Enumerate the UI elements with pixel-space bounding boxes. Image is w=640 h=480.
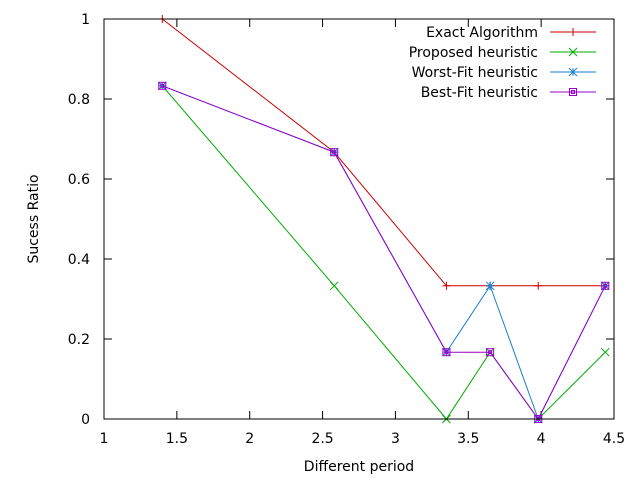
series-1 bbox=[158, 15, 610, 290]
series-3 bbox=[157, 81, 610, 424]
y-tick-label: 0.2 bbox=[68, 332, 90, 348]
legend: Exact Algorithm Proposed heuristic Worst-F… bbox=[409, 25, 596, 101]
legend-label: Best-Fit heuristic bbox=[421, 85, 538, 101]
legend-item: Worst-Fit heuristic bbox=[412, 65, 596, 81]
legend-marker bbox=[569, 88, 577, 96]
x-tick-label: 2.5 bbox=[311, 431, 333, 447]
legend-marker bbox=[568, 67, 578, 77]
legend-item: Proposed heuristic bbox=[409, 45, 596, 61]
x-axis-title: Different period bbox=[304, 459, 414, 475]
data-point bbox=[534, 281, 543, 290]
series-4 bbox=[158, 81, 610, 423]
data-point bbox=[330, 148, 339, 157]
series-line bbox=[161, 85, 606, 420]
tick-labels: 1 1.5 2 2.5 3 3.5 4 4.5 0 0.2 0.4 0.6 0.8 1 bbox=[68, 12, 625, 447]
data-point bbox=[442, 348, 451, 357]
data-point bbox=[158, 81, 167, 90]
data-point bbox=[329, 281, 339, 291]
x-tick-label: 1.5 bbox=[166, 431, 188, 447]
legend-label: Worst-Fit heuristic bbox=[412, 65, 538, 81]
legend-item: Exact Algorithm bbox=[426, 25, 596, 41]
plot-frame bbox=[103, 18, 615, 420]
series-line bbox=[161, 18, 606, 287]
x-tick-label: 3 bbox=[391, 431, 400, 447]
x-tick-label: 1 bbox=[100, 431, 109, 447]
x-tick-label: 2 bbox=[245, 431, 254, 447]
series-line bbox=[162, 85, 606, 420]
data-point bbox=[157, 81, 167, 91]
legend-label: Proposed heuristic bbox=[409, 45, 538, 61]
data-point bbox=[485, 281, 495, 291]
y-tick-label: 0.6 bbox=[68, 172, 90, 188]
data-point bbox=[442, 281, 451, 290]
data-point bbox=[486, 348, 495, 357]
series-lines bbox=[157, 15, 610, 424]
series-line bbox=[162, 85, 606, 421]
data-point bbox=[601, 281, 610, 290]
legend-marker bbox=[568, 47, 578, 57]
legend-label: Exact Algorithm bbox=[426, 25, 538, 41]
y-tick-label: 0.8 bbox=[68, 92, 90, 108]
x-tick-label: 3.5 bbox=[457, 431, 479, 447]
y-tick-label: 0.4 bbox=[68, 252, 90, 268]
legend-marker bbox=[569, 28, 577, 36]
x-tick-label: 4 bbox=[537, 431, 546, 447]
x-tick-label: 4.5 bbox=[603, 431, 625, 447]
series-2 bbox=[157, 81, 610, 424]
y-axis-title: Sucess Ratio bbox=[26, 174, 42, 263]
y-tick-label: 0 bbox=[81, 412, 90, 428]
y-tick-label: 1 bbox=[81, 12, 90, 28]
legend-item: Best-Fit heuristic bbox=[421, 85, 596, 101]
data-point bbox=[600, 347, 610, 357]
